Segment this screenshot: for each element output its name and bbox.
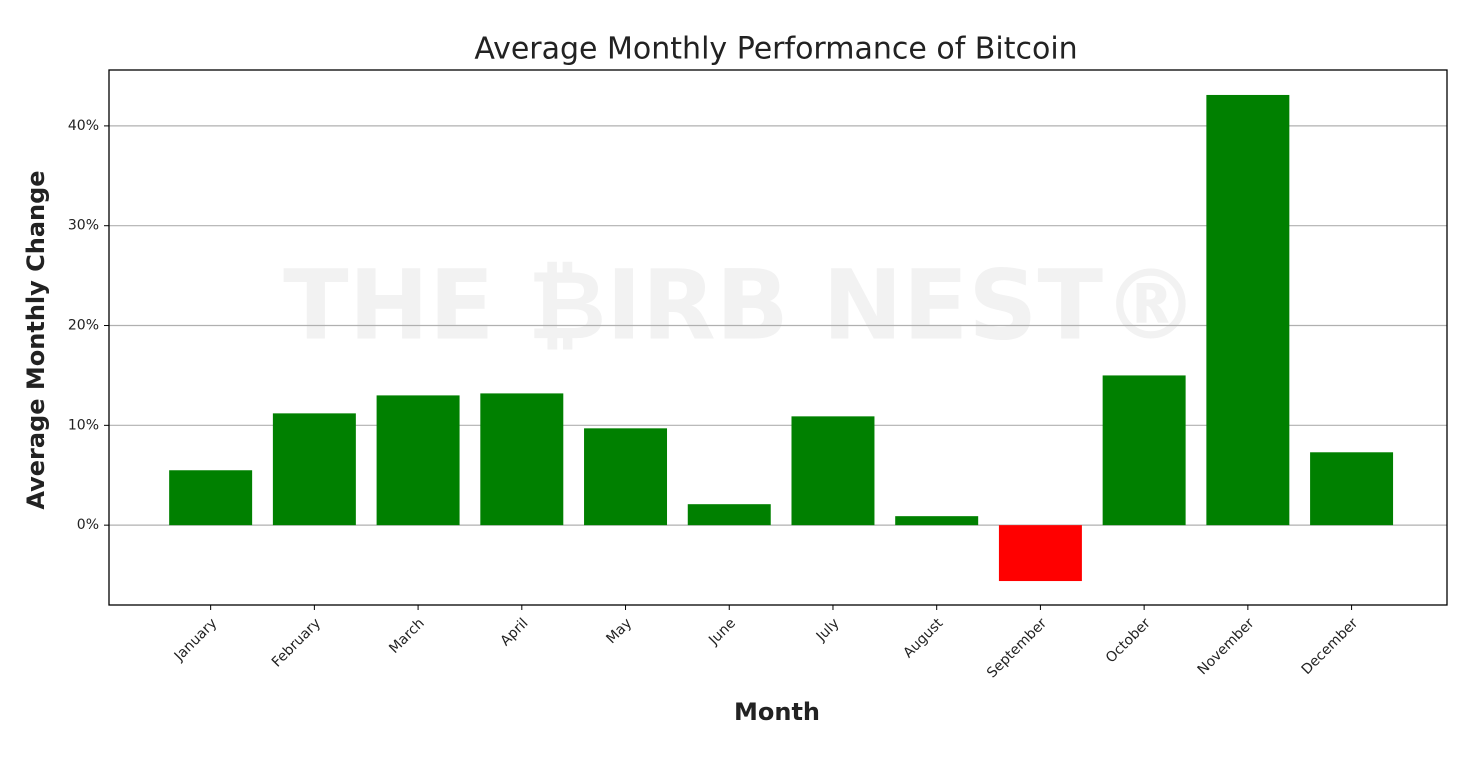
y-axis-label: Average Monthly Change: [22, 170, 50, 509]
bar: [376, 395, 460, 526]
x-tick-label: March: [386, 615, 427, 656]
y-tick-label: 0%: [77, 517, 99, 533]
bar: [584, 428, 668, 526]
bar: [1102, 375, 1186, 526]
bar: [1310, 452, 1394, 526]
x-tick-label: June: [705, 615, 739, 649]
x-tick-label: November: [1195, 615, 1258, 678]
bar: [687, 504, 771, 526]
bar: [895, 516, 979, 526]
y-tick-label: 10%: [68, 417, 99, 433]
x-axis-label: Month: [734, 698, 820, 726]
x-tick-label: September: [984, 615, 1050, 681]
bar: [1206, 94, 1290, 526]
bar: [480, 393, 564, 526]
plot-frame: [108, 69, 1448, 606]
x-tick-label: August: [900, 615, 946, 661]
x-tick-label: January: [171, 615, 221, 665]
x-tick-label: February: [269, 615, 324, 670]
x-tick-label: July: [813, 615, 843, 645]
y-tick-label: 30%: [68, 218, 99, 234]
y-tick-label: 40%: [68, 118, 99, 134]
bar: [998, 525, 1082, 582]
bar: [791, 416, 875, 526]
x-tick-label: May: [603, 615, 635, 647]
watermark: THE ₿IRB NEST®: [283, 249, 1199, 361]
x-tick-label: April: [498, 615, 532, 649]
x-tick-label: December: [1299, 615, 1362, 678]
bar: [272, 413, 356, 526]
y-tick-label: 20%: [68, 318, 99, 334]
bar: [169, 470, 253, 526]
chart-title: Average Monthly Performance of Bitcoin: [474, 32, 1077, 67]
x-tick-label: October: [1103, 615, 1154, 666]
